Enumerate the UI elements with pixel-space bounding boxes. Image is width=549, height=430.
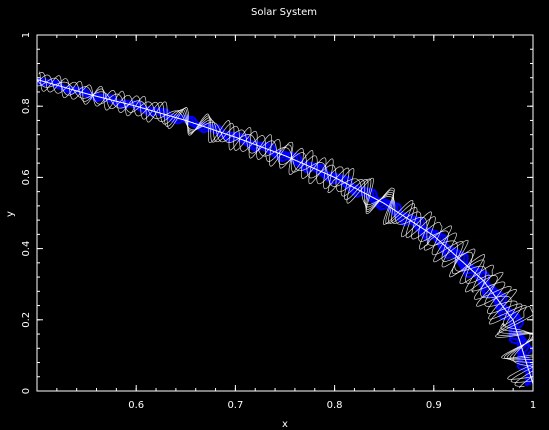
orbit-center-line [37, 79, 533, 385]
x-axis-label: x [282, 419, 288, 430]
y-tick-label: 0 [21, 388, 32, 394]
orbit-loop [37, 74, 533, 387]
plot-area [37, 71, 533, 389]
y-tick-label: 0.6 [21, 169, 32, 185]
y-tick-label: 0.2 [21, 312, 32, 328]
y-tick-label: 1 [21, 32, 32, 38]
y-axis: 0 0.2 0.4 0.6 0.8 1 [21, 32, 533, 394]
orbit-traces [37, 71, 533, 389]
orbit-loop [38, 71, 533, 383]
x-tick-label: 1 [530, 400, 536, 411]
x-axis: 0.6 0.7 0.8 0.9 1 [36, 35, 536, 411]
y-tick-label: 0.8 [21, 98, 32, 114]
x-tick-label: 0.6 [128, 400, 144, 411]
x-tick-label: 0.8 [327, 400, 343, 411]
plot-frame [36, 34, 534, 392]
x-tick-label: 0.7 [227, 400, 243, 411]
y-tick-label: 0.4 [21, 241, 32, 257]
chart-title: Solar System [251, 7, 317, 18]
y-axis-label: y [5, 211, 16, 217]
x-tick-label: 0.9 [426, 400, 442, 411]
orbit-loop [37, 77, 533, 389]
